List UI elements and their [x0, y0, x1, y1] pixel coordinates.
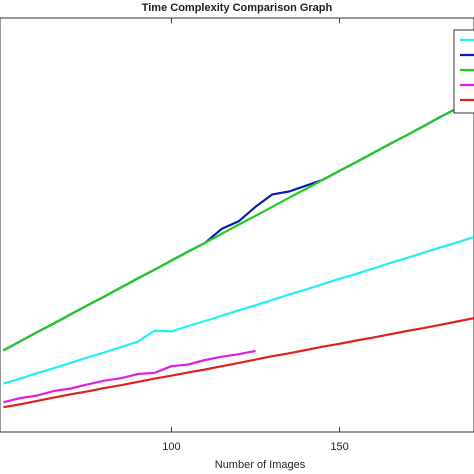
series-line: [2, 98, 474, 352]
series-line: [3, 317, 474, 409]
x-tick-label: 100: [162, 441, 180, 453]
x-axis-label: Number of Images: [215, 459, 306, 471]
chart-title: Time Complexity Comparison Graph: [142, 2, 333, 14]
legend-box: [453, 29, 474, 114]
series-line: [3, 349, 256, 404]
x-tick-label: 150: [330, 441, 348, 453]
series-line: [3, 235, 474, 385]
